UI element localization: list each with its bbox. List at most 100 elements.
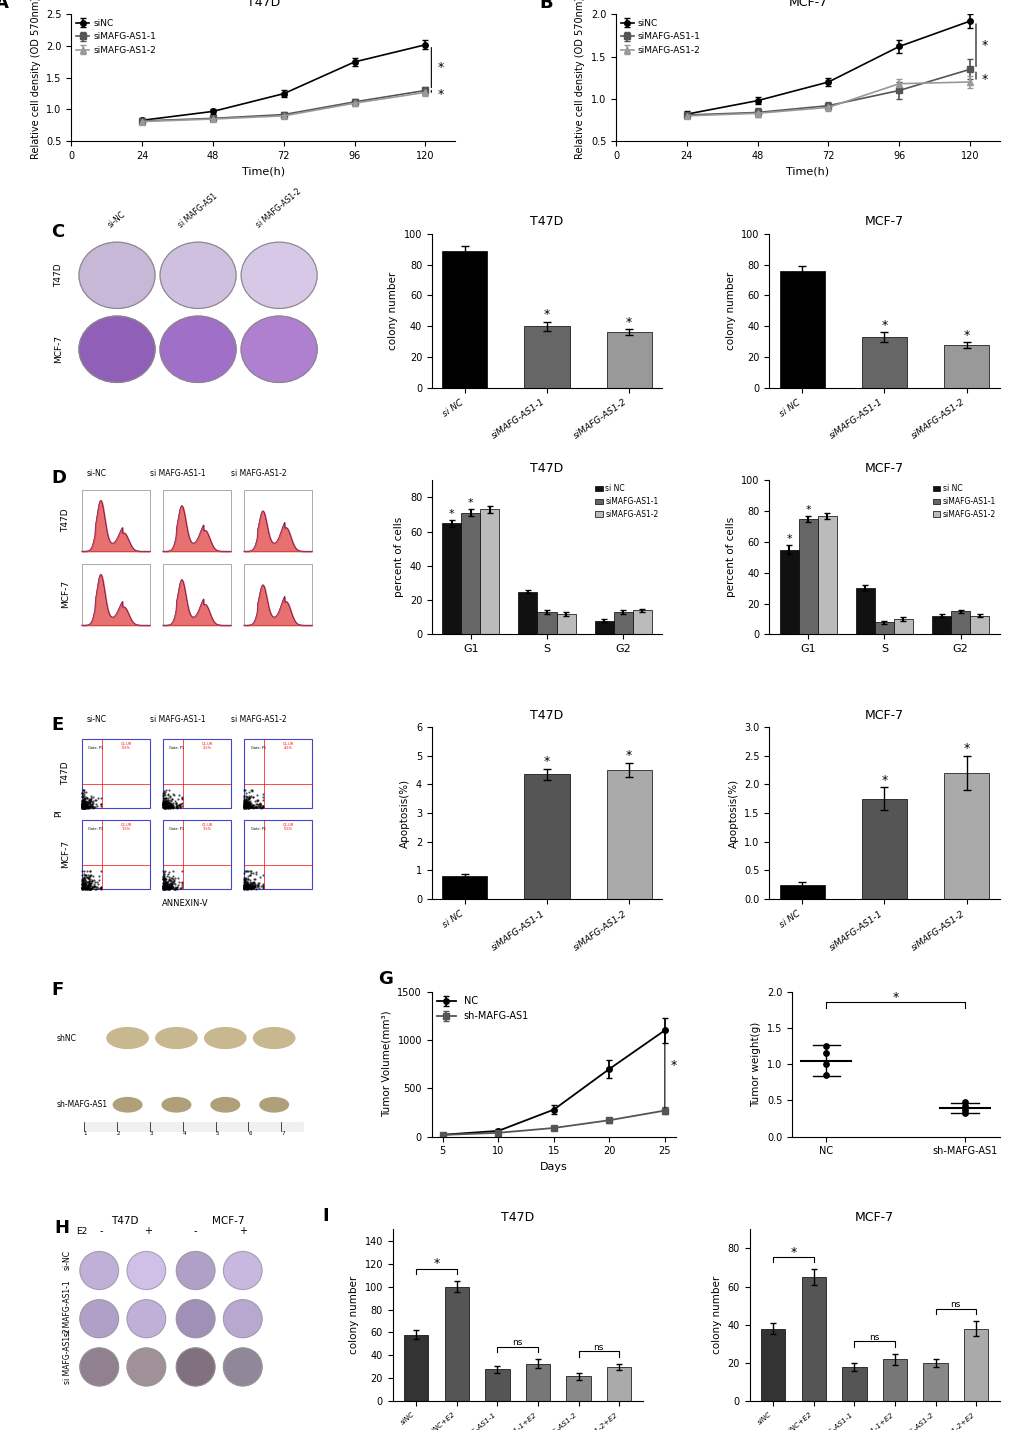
Text: *: * (437, 61, 443, 74)
Point (155, 795, 171, 818)
Point (158, 792, 174, 815)
Point (155, 875, 171, 898)
Point (235, 795, 252, 818)
Point (76, 792, 93, 815)
Text: *: * (448, 509, 454, 519)
Point (240, 874, 257, 897)
Point (78, 875, 95, 898)
Point (238, 872, 255, 895)
Point (75, 794, 92, 817)
Point (172, 877, 189, 899)
Point (83, 788, 99, 811)
Point (242, 792, 258, 815)
Point (75, 877, 92, 899)
Point (79, 867, 96, 889)
Title: MCF-7: MCF-7 (788, 0, 826, 9)
Point (74, 792, 91, 815)
Point (255, 797, 271, 819)
Point (242, 872, 258, 895)
Point (817, 1064, 834, 1087)
Point (90, 877, 106, 899)
Point (82, 789, 98, 812)
Point (155, 789, 171, 812)
Point (237, 792, 254, 815)
Point (78, 877, 95, 899)
Point (155, 865, 171, 888)
Text: PI: PI (54, 809, 62, 817)
Point (156, 797, 172, 819)
Point (252, 795, 268, 818)
Point (76, 797, 93, 819)
Point (166, 868, 182, 891)
Point (156, 877, 172, 899)
Text: *: * (543, 309, 549, 322)
Point (238, 794, 255, 817)
Point (81, 877, 97, 899)
Point (158, 792, 174, 815)
Point (235, 868, 252, 891)
Text: E2: E2 (75, 1227, 87, 1237)
Point (237, 875, 254, 898)
Point (158, 868, 174, 891)
Text: 4: 4 (182, 1131, 185, 1137)
Point (78, 795, 95, 818)
Point (247, 868, 263, 891)
Point (245, 797, 261, 819)
Point (235, 788, 252, 811)
Point (164, 871, 180, 894)
Point (237, 787, 254, 809)
Point (78, 787, 95, 809)
Point (79, 864, 96, 887)
Point (244, 794, 260, 817)
Point (84, 791, 100, 814)
Point (83, 794, 99, 817)
Point (235, 789, 252, 812)
Point (246, 875, 262, 898)
Point (238, 782, 255, 805)
Point (77, 795, 94, 818)
Point (244, 871, 260, 894)
Point (240, 787, 257, 809)
Bar (881, 1360, 906, 1401)
Point (240, 797, 257, 819)
Point (237, 789, 254, 812)
Bar (537, 612, 556, 635)
Bar (594, 621, 613, 635)
Point (161, 878, 177, 901)
Point (158, 792, 174, 815)
Point (161, 794, 177, 817)
Point (243, 872, 259, 895)
Text: MCF-7: MCF-7 (61, 581, 70, 608)
Point (73, 877, 90, 899)
Point (157, 795, 173, 818)
Point (164, 782, 180, 805)
Point (155, 795, 171, 818)
Point (242, 794, 258, 817)
Point (235, 877, 252, 899)
Point (74, 795, 91, 818)
Point (78, 794, 95, 817)
Point (74, 795, 91, 818)
Point (247, 875, 263, 898)
Point (156, 877, 172, 899)
Point (242, 869, 258, 892)
Point (239, 795, 256, 818)
Text: 6: 6 (249, 1131, 252, 1137)
Point (162, 877, 178, 899)
Point (160, 792, 176, 815)
Point (77, 794, 94, 817)
Point (76, 872, 93, 895)
Text: H: H (54, 1218, 69, 1237)
Point (73, 795, 90, 818)
Point (155, 792, 171, 815)
Point (170, 794, 186, 817)
Bar (606, 332, 651, 388)
Point (76, 789, 93, 812)
Point (236, 877, 253, 899)
Point (236, 795, 253, 818)
FancyBboxPatch shape (162, 563, 230, 625)
Point (159, 789, 175, 812)
Point (74, 785, 91, 808)
Text: *: * (626, 749, 632, 762)
Point (240, 794, 257, 817)
